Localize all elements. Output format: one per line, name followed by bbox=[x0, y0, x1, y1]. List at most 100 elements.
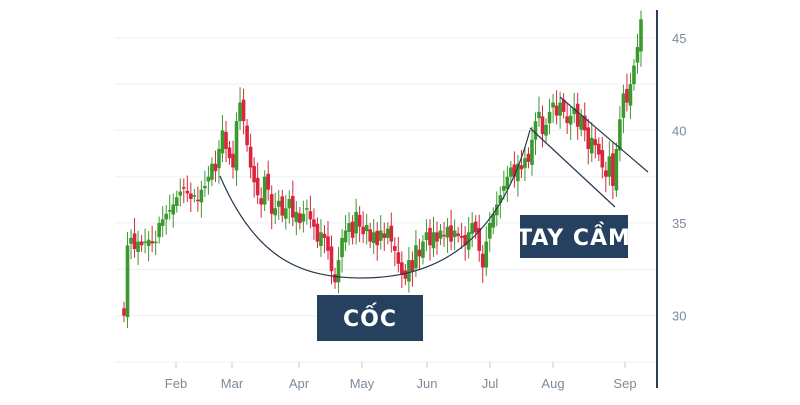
candle bbox=[129, 229, 133, 260]
candle-body bbox=[287, 198, 292, 209]
candle bbox=[438, 223, 443, 246]
candle bbox=[347, 212, 351, 246]
x-tick-label: Aug bbox=[541, 376, 564, 391]
candle bbox=[192, 188, 197, 203]
candle-body bbox=[167, 210, 172, 212]
candle-body bbox=[136, 241, 140, 252]
candle bbox=[435, 221, 439, 255]
candle-body bbox=[357, 214, 362, 227]
pattern-layer bbox=[219, 96, 649, 279]
candle-body bbox=[196, 199, 200, 202]
candle bbox=[280, 189, 285, 223]
candle-body bbox=[561, 99, 566, 112]
candle-body bbox=[502, 186, 506, 191]
candle bbox=[171, 193, 176, 228]
candle bbox=[326, 221, 330, 260]
x-tick-label: Mar bbox=[221, 376, 244, 391]
candle bbox=[400, 251, 404, 289]
candle bbox=[519, 149, 524, 179]
candle-body bbox=[572, 108, 576, 115]
candle bbox=[403, 263, 408, 286]
candle bbox=[262, 170, 267, 212]
candle bbox=[150, 225, 154, 253]
candle bbox=[554, 90, 559, 125]
candle-body bbox=[189, 193, 193, 199]
candle-body bbox=[378, 230, 383, 241]
candle-body bbox=[280, 196, 285, 216]
candle bbox=[530, 126, 534, 176]
candle-body bbox=[403, 270, 408, 279]
candle-body bbox=[523, 158, 527, 168]
candle bbox=[255, 162, 260, 204]
candle-body bbox=[227, 147, 232, 159]
candle bbox=[635, 33, 640, 74]
candle bbox=[364, 213, 369, 245]
candle-body bbox=[607, 156, 612, 177]
candle bbox=[625, 73, 629, 112]
candle bbox=[248, 133, 253, 179]
candle-body bbox=[407, 260, 411, 282]
candle bbox=[611, 142, 615, 200]
candle bbox=[139, 235, 144, 252]
candle bbox=[305, 199, 309, 225]
candle bbox=[579, 109, 584, 137]
candle bbox=[178, 178, 183, 207]
candle-body bbox=[322, 233, 327, 238]
candle-body bbox=[164, 213, 169, 220]
x-tick-label: Apr bbox=[289, 376, 310, 391]
candle-body bbox=[516, 163, 520, 182]
candle bbox=[333, 267, 337, 289]
candle-body bbox=[153, 241, 158, 244]
candle-body bbox=[505, 176, 510, 189]
candle bbox=[491, 207, 496, 234]
candle-body bbox=[625, 88, 629, 103]
candle-body bbox=[139, 241, 144, 246]
candle bbox=[238, 87, 242, 130]
candle-body bbox=[438, 230, 443, 239]
candle bbox=[428, 219, 432, 261]
candle bbox=[368, 222, 372, 249]
candle bbox=[136, 230, 140, 266]
candle-body bbox=[579, 115, 584, 130]
candle-body bbox=[565, 116, 569, 124]
y-tick-label: 45 bbox=[672, 31, 686, 46]
candle-body bbox=[371, 232, 376, 244]
candle-body bbox=[192, 195, 197, 197]
candle-body bbox=[364, 224, 369, 232]
candle bbox=[301, 200, 306, 233]
candle bbox=[234, 112, 239, 186]
x-tick-label: Feb bbox=[165, 376, 187, 391]
candle bbox=[463, 226, 467, 261]
candle-body bbox=[234, 121, 239, 171]
candle bbox=[477, 214, 482, 262]
candle bbox=[607, 140, 612, 186]
candle-body bbox=[540, 116, 545, 135]
candle bbox=[621, 84, 626, 134]
candle-body bbox=[298, 213, 302, 224]
candle-body bbox=[593, 139, 598, 146]
candle bbox=[593, 128, 598, 159]
candle-body bbox=[210, 163, 214, 180]
candle bbox=[459, 222, 464, 249]
candle bbox=[456, 226, 460, 243]
candle-body bbox=[484, 241, 489, 268]
candle-body bbox=[333, 274, 337, 283]
candle bbox=[375, 222, 380, 261]
candle-body bbox=[301, 213, 306, 222]
candle bbox=[283, 195, 288, 230]
candle-body bbox=[160, 219, 165, 227]
candle-body bbox=[491, 213, 496, 228]
candle bbox=[210, 157, 214, 187]
candle-body bbox=[456, 233, 460, 237]
candle-body bbox=[283, 208, 288, 219]
candle bbox=[516, 155, 520, 197]
candle-body bbox=[157, 223, 161, 238]
candle-body bbox=[241, 99, 246, 122]
candle-body bbox=[129, 237, 133, 244]
x-tick-label: Sep bbox=[613, 376, 636, 391]
candle-body bbox=[632, 65, 636, 85]
candle bbox=[378, 215, 383, 250]
candle bbox=[217, 140, 221, 184]
candle-body bbox=[143, 241, 147, 244]
